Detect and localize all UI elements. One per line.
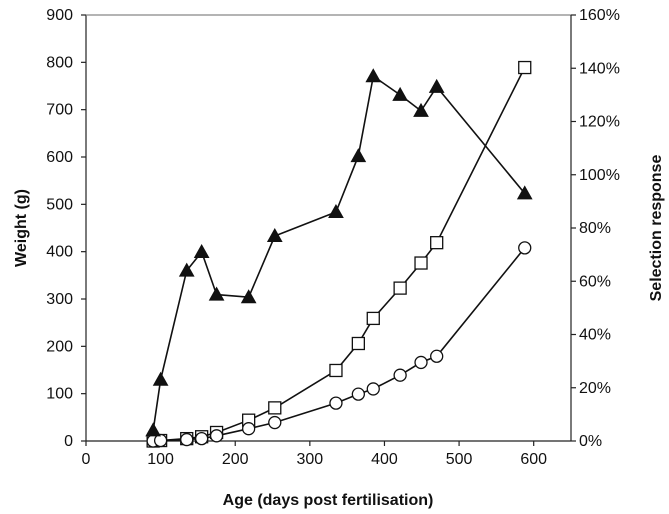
- x-tick-label: 600: [520, 451, 547, 468]
- data-point-square: [430, 236, 444, 250]
- x-axis-title: Age (days post fertilisation): [223, 492, 434, 509]
- data-point-square: [414, 256, 428, 270]
- data-point-square: [329, 363, 343, 378]
- data-point-triangle: [413, 102, 429, 117]
- series-line-open-square: [153, 67, 526, 442]
- series-line-open-circle: [153, 247, 526, 442]
- x-tick-label: 100: [147, 451, 174, 468]
- data-point-square: [518, 60, 532, 75]
- data-point-triangle: [392, 86, 408, 101]
- data-point-circle: [430, 349, 444, 363]
- y-tick-label: 400: [46, 244, 73, 261]
- data-point-circle: [414, 355, 428, 370]
- y2-tick-label: 20%: [579, 380, 611, 397]
- x-tick-label: 200: [222, 451, 249, 468]
- axis-ticks: 0 100 200 300 400 500 600 0 100 200 300 400 500 600 70…: [46, 7, 620, 468]
- y2-tick-label: 60%: [579, 273, 611, 290]
- y-tick-label: 600: [46, 149, 73, 166]
- data-point-circle: [329, 396, 343, 410]
- data-point-triangle: [193, 243, 210, 258]
- data-point-circle: [209, 429, 224, 443]
- data-point-circle: [366, 382, 380, 396]
- y-tick-label: 0: [64, 433, 73, 450]
- y2-tick-label: 140%: [579, 60, 620, 77]
- data-point-circle: [180, 432, 194, 447]
- x-tick-label: 300: [296, 451, 323, 468]
- series-open-circle: [146, 241, 532, 448]
- x-tick-label: 0: [82, 451, 91, 468]
- data-point-circle: [518, 241, 532, 255]
- y-tick-label: 800: [46, 54, 73, 71]
- y2-tick-label: 40%: [579, 327, 611, 344]
- y2-tick-label: 160%: [579, 7, 620, 24]
- y2-tick-label: 120%: [579, 114, 620, 131]
- y-axis-title: Weight (g): [13, 189, 30, 267]
- y-tick-label: 100: [46, 386, 73, 403]
- y-tick-label: 900: [46, 7, 73, 24]
- data-point-triangle: [152, 371, 169, 386]
- series-line-filled-triangle: [152, 74, 526, 431]
- y2-tick-label: 100%: [579, 167, 620, 184]
- data-point-square: [366, 311, 380, 326]
- data-point-triangle: [145, 422, 162, 437]
- y2-tick-label: 80%: [579, 220, 611, 237]
- x-tick-label: 500: [446, 451, 473, 468]
- data-point-triangle: [428, 78, 445, 93]
- data-point-triangle: [240, 289, 257, 304]
- y-tick-label: 200: [46, 338, 73, 355]
- data-point-square: [393, 281, 407, 295]
- series-layer: [145, 60, 533, 448]
- data-point-circle: [268, 415, 282, 430]
- data-point-triangle: [365, 68, 382, 83]
- data-point-square: [351, 336, 365, 351]
- data-point-triangle: [208, 286, 225, 301]
- data-point-triangle: [266, 227, 283, 242]
- data-point-triangle: [178, 262, 195, 277]
- data-point-triangle: [350, 148, 367, 163]
- data-point-circle: [242, 422, 256, 436]
- y-tick-label: 500: [46, 196, 73, 213]
- x-tick-label: 400: [371, 451, 398, 468]
- data-point-circle: [351, 387, 365, 401]
- y2-axis-title: Selection response: [648, 155, 665, 302]
- data-point-circle: [153, 433, 168, 448]
- data-point-triangle: [516, 185, 533, 200]
- data-point-square: [268, 401, 282, 415]
- y-tick-label: 300: [46, 291, 73, 308]
- data-point-circle: [195, 431, 209, 446]
- data-point-circle: [393, 368, 407, 382]
- y-tick-label: 700: [46, 102, 73, 119]
- series-filled-triangle: [145, 68, 533, 437]
- data-point-triangle: [328, 204, 344, 219]
- y2-tick-label: 0%: [579, 433, 602, 450]
